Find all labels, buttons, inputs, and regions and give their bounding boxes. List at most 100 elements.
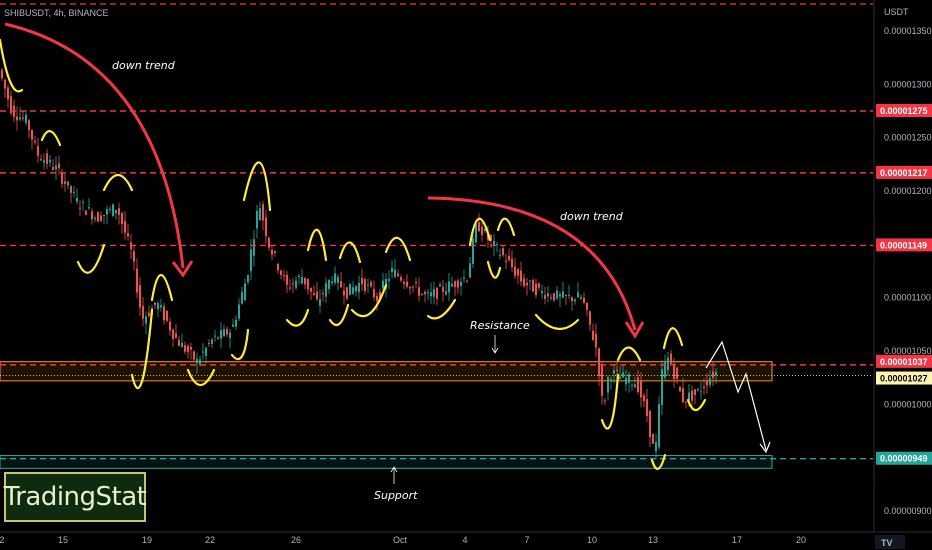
candle-body bbox=[58, 163, 60, 169]
candle-body bbox=[541, 290, 543, 294]
tv-logo-box bbox=[875, 535, 905, 549]
level-lines bbox=[0, 3, 873, 460]
candle-body bbox=[109, 208, 111, 210]
candle-body bbox=[172, 329, 174, 339]
y-tick-label: 0.00001100 bbox=[884, 293, 931, 303]
wave-mark bbox=[468, 217, 492, 247]
candle-body bbox=[484, 228, 486, 232]
x-tick-label: 15 bbox=[58, 535, 68, 545]
wave-mark bbox=[384, 236, 412, 262]
candle-body bbox=[610, 379, 612, 381]
wave-mark bbox=[486, 260, 502, 279]
candle-body bbox=[28, 120, 30, 131]
candle-body bbox=[496, 244, 498, 246]
candle-body bbox=[49, 159, 51, 163]
candle-body bbox=[262, 204, 264, 221]
y-tick-label: 0.00001350 bbox=[884, 26, 932, 36]
candle-body bbox=[235, 319, 237, 327]
candle-body bbox=[160, 305, 162, 308]
drawings bbox=[0, 22, 771, 484]
candle-body bbox=[298, 275, 300, 278]
candle-body bbox=[439, 284, 441, 287]
candle-body bbox=[334, 273, 336, 283]
candle-body bbox=[271, 250, 273, 255]
candle-body bbox=[514, 266, 516, 276]
y-ticks: 0.00001350 0.00001300 0.00001250 0.00001200… bbox=[884, 26, 932, 516]
candle-body bbox=[379, 291, 381, 299]
candle-body bbox=[25, 114, 27, 124]
wave-mark bbox=[130, 308, 154, 389]
x-tick-label: 26 bbox=[291, 535, 301, 545]
candle-body bbox=[325, 283, 327, 297]
candle-body bbox=[364, 279, 366, 292]
wave-mark bbox=[616, 346, 642, 362]
candle-body bbox=[637, 377, 639, 392]
candle-body bbox=[301, 276, 303, 284]
candle-body bbox=[118, 208, 120, 215]
candle-body bbox=[106, 209, 108, 215]
candle-body bbox=[361, 278, 363, 285]
candle-body bbox=[547, 293, 549, 297]
candle-body bbox=[670, 353, 672, 364]
candle-body bbox=[307, 278, 309, 290]
annotation-resistance: Resistance bbox=[470, 319, 530, 332]
candle-body bbox=[682, 388, 684, 402]
candle-body bbox=[388, 278, 390, 281]
candle-body bbox=[181, 342, 183, 348]
candle-body bbox=[472, 238, 474, 264]
x-ticks[interactable]: 2 15 19 22 26 Oct 4 7 10 13 17 20 bbox=[0, 535, 806, 545]
candle-body bbox=[412, 286, 414, 288]
candle-body bbox=[448, 281, 450, 293]
level-badge bbox=[876, 371, 932, 385]
candle-body bbox=[559, 294, 561, 297]
candle-body bbox=[625, 378, 627, 385]
candle-body bbox=[403, 281, 405, 284]
candle-body bbox=[424, 291, 426, 295]
candle-body bbox=[685, 401, 687, 403]
candle-body bbox=[631, 384, 633, 386]
candle-body bbox=[310, 287, 312, 292]
level-badge-label: 0.00001027 bbox=[880, 374, 928, 384]
candle-body bbox=[658, 404, 660, 448]
annotation-down-trend-1: down trend bbox=[112, 59, 176, 72]
candle-body bbox=[10, 96, 12, 114]
candle-body bbox=[121, 213, 123, 225]
x-tick-label: 7 bbox=[524, 535, 529, 545]
candle-body bbox=[538, 283, 540, 288]
candle-body bbox=[352, 287, 354, 294]
brand-logo: TradingStat bbox=[4, 472, 147, 522]
candle-body bbox=[544, 295, 546, 299]
candle-body bbox=[598, 348, 600, 377]
candle-body bbox=[622, 372, 624, 378]
candle-body bbox=[712, 371, 714, 378]
wave-mark bbox=[600, 373, 620, 430]
candle-body bbox=[586, 302, 588, 310]
candle-body bbox=[187, 345, 189, 353]
candle-body bbox=[355, 286, 357, 292]
projection-arrow-head bbox=[759, 441, 771, 454]
candle-body bbox=[694, 389, 696, 395]
candle-body bbox=[697, 389, 699, 391]
x-tick-label: 4 bbox=[462, 535, 467, 545]
downtrend-arrow-2-head bbox=[624, 321, 645, 339]
candle-body bbox=[31, 129, 33, 140]
tradingview-logo[interactable]: TV bbox=[875, 535, 905, 549]
candle-body bbox=[166, 311, 168, 321]
level-badge bbox=[876, 238, 932, 252]
candle-body bbox=[289, 287, 291, 289]
candle-body bbox=[550, 297, 552, 299]
candle-body bbox=[268, 237, 270, 248]
candle-body bbox=[358, 282, 360, 292]
wave-mark bbox=[338, 241, 362, 264]
x-tick-label: 10 bbox=[587, 535, 597, 545]
candle-body bbox=[112, 204, 114, 217]
candle-body bbox=[328, 279, 330, 289]
candle-body bbox=[19, 117, 21, 120]
candle-body bbox=[499, 254, 501, 256]
candle-body bbox=[454, 281, 456, 288]
candle-body bbox=[409, 287, 411, 289]
candle-body bbox=[139, 285, 141, 308]
candle-body bbox=[133, 251, 135, 262]
candle-body bbox=[67, 181, 69, 186]
